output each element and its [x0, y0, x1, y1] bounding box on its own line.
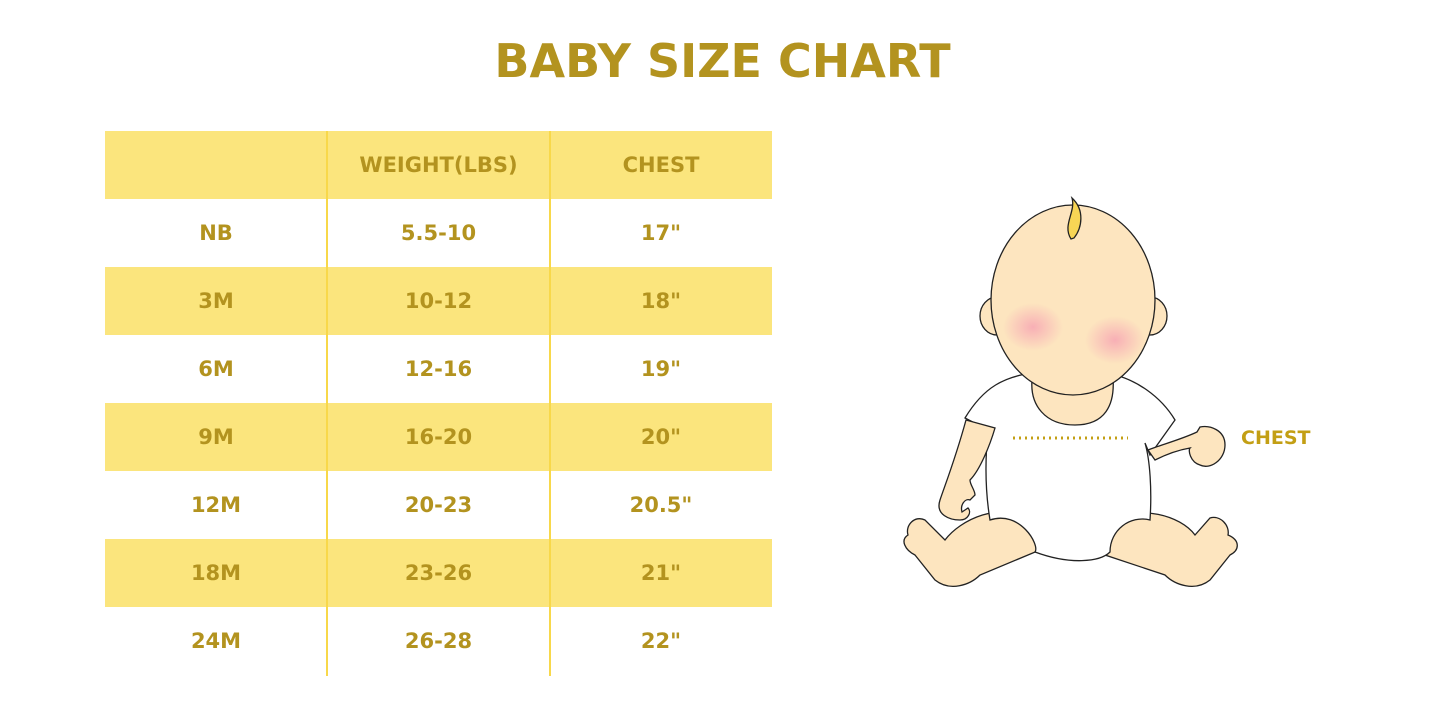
right-arm	[1147, 425, 1226, 467]
chest-cell: 21"	[640, 561, 682, 585]
size-cell: 12M	[190, 493, 242, 517]
size-cell: NB	[199, 221, 233, 245]
page-title: BABY SIZE CHART	[494, 34, 951, 88]
chest-label: CHEST	[1241, 427, 1311, 449]
size-cell: 3M	[198, 289, 234, 313]
weight-cell: 12-16	[404, 357, 473, 381]
size-cell: 24M	[190, 629, 242, 653]
size-cell: 9M	[198, 425, 234, 449]
table-row: 3M 10-12 18"	[105, 267, 772, 335]
chest-cell: 19"	[640, 357, 682, 381]
chest-cell: 20"	[640, 425, 682, 449]
table-row: 18M 23-26 21"	[105, 539, 772, 607]
hair-curl	[1067, 195, 1082, 240]
left-cheek	[1003, 303, 1063, 351]
column-divider	[549, 131, 551, 676]
size-cell: 6M	[198, 357, 234, 381]
right-cheek	[1085, 316, 1145, 364]
weight-cell: 10-12	[404, 289, 473, 313]
chest-cell: 22"	[640, 629, 682, 653]
column-divider	[326, 131, 328, 676]
size-table: WEIGHT(LBS) CHEST NB 5.5-10 17" 3M 10-12…	[105, 131, 772, 675]
right-leg	[1104, 512, 1238, 587]
chest-cell: 17"	[640, 221, 682, 245]
weight-cell: 5.5-10	[400, 221, 477, 245]
size-cell: 18M	[190, 561, 242, 585]
header-cell: CHEST	[622, 153, 700, 177]
chest-cell: 20.5"	[629, 493, 693, 517]
table-row: NB 5.5-10 17"	[105, 199, 772, 267]
table-row: 9M 16-20 20"	[105, 403, 772, 471]
weight-cell: 20-23	[404, 493, 473, 517]
table-row: 6M 12-16 19"	[105, 335, 772, 403]
left-arm	[938, 419, 996, 521]
table-row: 24M 26-28 22"	[105, 607, 772, 675]
left-leg	[903, 511, 1041, 587]
header-cell: WEIGHT(LBS)	[359, 153, 518, 177]
weight-cell: 26-28	[404, 629, 473, 653]
weight-cell: 16-20	[404, 425, 473, 449]
chest-cell: 18"	[640, 289, 682, 313]
weight-cell: 23-26	[404, 561, 473, 585]
table-row: 12M 20-23 20.5"	[105, 471, 772, 539]
table-header-row: WEIGHT(LBS) CHEST	[105, 131, 772, 199]
